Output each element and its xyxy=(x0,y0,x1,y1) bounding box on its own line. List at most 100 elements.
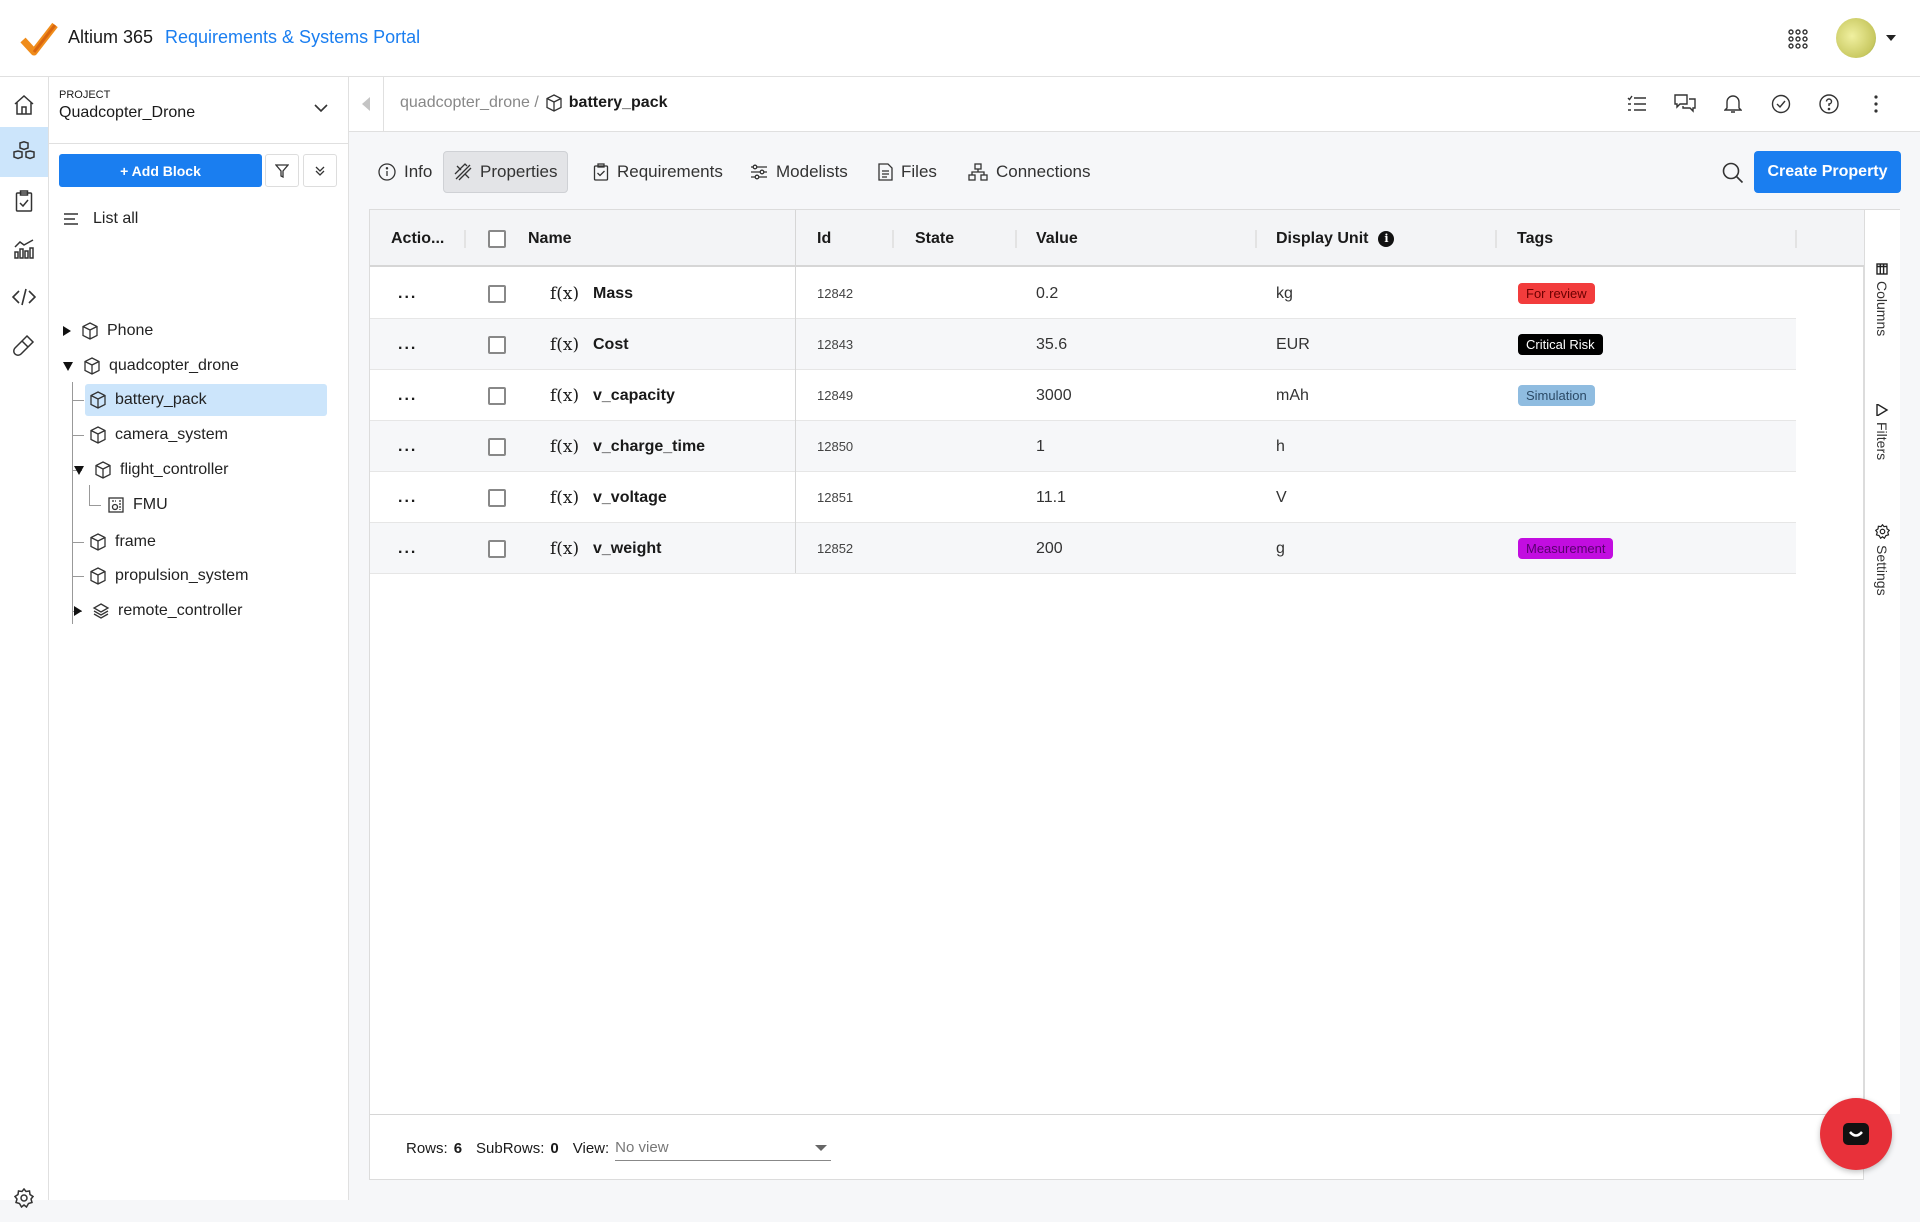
tree-item-propulsion-system[interactable]: propulsion_system xyxy=(89,560,248,592)
caret-down-icon[interactable] xyxy=(74,465,84,475)
collapse-panel-button[interactable] xyxy=(349,77,384,131)
view-select[interactable]: No view xyxy=(615,1135,832,1161)
row-actions-menu[interactable]: ... xyxy=(398,539,418,557)
property-name[interactable]: v_voltage xyxy=(593,488,667,506)
tree-item-remote-controller[interactable]: remote_controller xyxy=(74,595,243,627)
altium-logo-icon[interactable] xyxy=(20,22,58,56)
row-checkbox[interactable] xyxy=(488,488,506,507)
row-checkbox[interactable] xyxy=(488,335,506,354)
portal-title[interactable]: Requirements & Systems Portal xyxy=(165,27,421,47)
property-value[interactable]: 1 xyxy=(1036,437,1045,455)
property-name[interactable]: Cost xyxy=(593,335,629,353)
test-tube-icon[interactable] xyxy=(0,321,48,369)
help-icon[interactable] xyxy=(1819,94,1839,114)
row-checkbox[interactable] xyxy=(488,539,506,558)
settings-tab[interactable]: Settings xyxy=(1864,524,1900,596)
tab-info[interactable]: Info xyxy=(368,151,442,193)
tag-badge[interactable]: Simulation xyxy=(1518,385,1595,406)
search-icon[interactable] xyxy=(1722,162,1744,184)
blocks-icon[interactable] xyxy=(0,127,48,177)
header-value[interactable]: Value xyxy=(1036,229,1078,247)
home-icon[interactable] xyxy=(0,81,48,129)
property-name[interactable]: Mass xyxy=(593,284,634,302)
settings-gear-icon[interactable] xyxy=(0,1174,48,1222)
property-value[interactable]: 11.1 xyxy=(1036,488,1066,506)
row-checkbox[interactable] xyxy=(488,284,506,303)
tree-item-camera-system[interactable]: camera_system xyxy=(89,419,228,451)
header-tags[interactable]: Tags xyxy=(1517,229,1554,247)
tag-badge[interactable]: Critical Risk xyxy=(1518,334,1603,355)
tree-item-fmu[interactable]: FMU xyxy=(107,489,168,521)
property-name[interactable]: v_charge_time xyxy=(593,437,706,455)
property-name[interactable]: v_capacity xyxy=(593,386,675,404)
table-row[interactable]: ... f(x) Cost 12843 35.6 EUR Critical Risk xyxy=(370,319,1796,370)
table-row[interactable]: ... f(x) v_charge_time 12850 1 h xyxy=(370,421,1796,472)
select-all-checkbox[interactable] xyxy=(488,229,506,248)
info-icon[interactable]: i xyxy=(1378,230,1395,247)
columns-tab[interactable]: Columns xyxy=(1864,263,1900,336)
row-actions-menu[interactable]: ... xyxy=(398,437,418,455)
tag-badge[interactable]: For review xyxy=(1518,283,1595,304)
tab-requirements[interactable]: Requirements xyxy=(583,151,733,193)
table-row[interactable]: ... f(x) Mass 12842 0.2 kg For review xyxy=(370,268,1796,319)
view-value: No view xyxy=(615,1139,669,1156)
filter-button[interactable] xyxy=(265,154,299,187)
breadcrumb-parent[interactable]: quadcopter_drone / xyxy=(400,94,539,111)
avatar-caret-icon[interactable] xyxy=(1886,35,1896,41)
tab-modelists[interactable]: Modelists xyxy=(740,151,858,193)
property-value[interactable]: 3000 xyxy=(1036,386,1072,404)
tree-item-battery-pack[interactable]: battery_pack xyxy=(85,384,327,416)
side-panel xyxy=(1864,209,1900,1114)
tree-item-phone[interactable]: Phone xyxy=(63,315,153,347)
table-row[interactable]: ... f(x) v_capacity 12849 3000 mAh Simulation xyxy=(370,370,1796,421)
header-id[interactable]: Id xyxy=(817,229,832,247)
table-row[interactable]: ... f(x) v_voltage 12851 11.1 V xyxy=(370,472,1796,523)
add-block-button[interactable]: + Add Block xyxy=(59,154,262,187)
caret-right-icon[interactable] xyxy=(63,326,71,336)
property-unit: h xyxy=(1276,437,1285,455)
header-display-unit[interactable]: Display Unit xyxy=(1276,229,1369,247)
filters-tab[interactable]: Filters xyxy=(1864,404,1900,460)
more-vertical-icon[interactable] xyxy=(1874,95,1878,113)
tree-item-quadcopter-drone[interactable]: quadcopter_drone xyxy=(63,350,239,382)
property-name[interactable]: v_weight xyxy=(593,539,662,557)
caret-down-icon[interactable] xyxy=(63,361,73,371)
row-actions-menu[interactable]: ... xyxy=(398,488,418,506)
header-state[interactable]: State xyxy=(915,229,955,247)
caret-right-icon[interactable] xyxy=(74,606,82,616)
comments-icon[interactable] xyxy=(1674,94,1696,114)
header-actions[interactable]: Actio... xyxy=(391,229,445,247)
list-all-item[interactable]: List all xyxy=(63,203,138,235)
property-value[interactable]: 0.2 xyxy=(1036,284,1059,302)
tree-item-frame[interactable]: frame xyxy=(89,526,156,558)
row-checkbox[interactable] xyxy=(488,437,506,456)
user-avatar[interactable] xyxy=(1836,18,1876,58)
chat-support-button[interactable] xyxy=(1820,1098,1892,1170)
tab-properties[interactable]: Properties xyxy=(443,151,569,193)
code-icon[interactable] xyxy=(0,273,48,321)
header-name[interactable]: Name xyxy=(528,229,572,247)
tab-files[interactable]: Files xyxy=(868,151,947,193)
row-actions-menu[interactable]: ... xyxy=(398,386,418,404)
app-grid-icon[interactable] xyxy=(1788,29,1808,49)
row-checkbox[interactable] xyxy=(488,386,506,405)
property-value[interactable]: 35.6 xyxy=(1036,335,1068,353)
tab-connections[interactable]: Connections xyxy=(958,151,1101,193)
create-property-button[interactable]: Create Property xyxy=(1754,151,1901,193)
row-actions-menu[interactable]: ... xyxy=(398,284,418,302)
notifications-bell-icon[interactable] xyxy=(1724,94,1742,114)
verified-check-icon[interactable] xyxy=(1771,94,1791,114)
tree-item-flight-controller[interactable]: flight_controller xyxy=(74,454,229,486)
project-chevron-down-icon[interactable] xyxy=(314,103,328,113)
tag-badge[interactable]: Measurement xyxy=(1518,538,1614,559)
requirements-icon[interactable] xyxy=(0,177,48,225)
project-name[interactable]: Quadcopter_Drone xyxy=(59,104,196,121)
analytics-icon[interactable] xyxy=(0,225,48,273)
table-row[interactable]: ... f(x) v_weight 12852 200 g Measurement xyxy=(370,523,1796,574)
row-actions-menu[interactable]: ... xyxy=(398,335,418,353)
property-value[interactable]: 200 xyxy=(1036,539,1063,557)
breadcrumb: quadcopter_drone / battery_pack xyxy=(400,94,668,112)
layers-icon xyxy=(92,602,110,620)
task-list-icon[interactable] xyxy=(1627,95,1647,113)
expand-all-button[interactable] xyxy=(303,154,337,187)
